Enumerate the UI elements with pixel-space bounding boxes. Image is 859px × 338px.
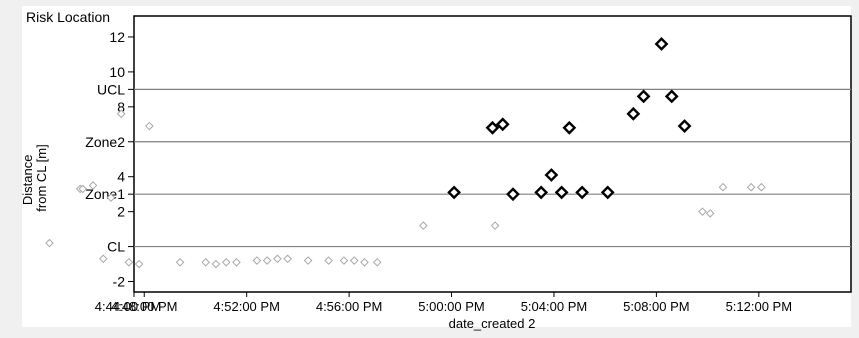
- x-tick-label: 5:00:00 PM: [418, 299, 485, 314]
- data-point: [698, 207, 707, 216]
- plot-area: [133, 15, 852, 293]
- data-point: [175, 257, 185, 267]
- y-tick-label: -2: [113, 274, 126, 290]
- flagged-point: [485, 120, 500, 135]
- data-point: [262, 256, 272, 265]
- data-point: [116, 109, 126, 119]
- data-point: [78, 184, 88, 194]
- data-point: [746, 182, 756, 192]
- data-point: [273, 254, 282, 264]
- flagged-point: [575, 185, 590, 200]
- data-point: [98, 254, 108, 264]
- flagged-point: [677, 119, 692, 133]
- data-point: [339, 256, 349, 265]
- data-point: [303, 256, 313, 265]
- x-tick-label: 4:44:00 PM: [95, 299, 162, 314]
- data-point: [718, 182, 728, 192]
- y-tick-label: UCL: [97, 81, 125, 97]
- flagged-point: [626, 106, 641, 121]
- data-point: [106, 193, 116, 202]
- flagged-point: [506, 187, 520, 202]
- data-point: [45, 238, 54, 248]
- flagged-point: [562, 120, 577, 135]
- data-point: [252, 256, 262, 265]
- y-tick-label: 10: [109, 64, 125, 80]
- y-tick-label: CL: [107, 239, 125, 255]
- flagged-point: [600, 185, 615, 200]
- data-points: [45, 37, 766, 269]
- x-axis-ticks: 4:44:00 PM4:48:00 PM 4:52:00 PM 4:56:00 PM…: [95, 292, 792, 314]
- flagged-point: [654, 37, 669, 51]
- x-tick-label: 5:12:00 PM: [726, 299, 793, 314]
- data-point: [134, 259, 144, 269]
- x-tick-label: 4:48:00 PM: [111, 299, 178, 314]
- y-tick-label: 8: [117, 99, 125, 115]
- y-axis-panel: [22, 6, 134, 282]
- data-point: [232, 257, 241, 267]
- data-point: [88, 181, 98, 190]
- y-tick-label: Zone1: [85, 186, 125, 202]
- reference-lines: [134, 88, 851, 248]
- y-tick-label: 12: [109, 29, 125, 45]
- flagged-point: [495, 117, 510, 132]
- y-tick-label: Zone2: [85, 134, 125, 150]
- y-tick-label: 4: [117, 169, 125, 185]
- flagged-point: [447, 185, 461, 200]
- x-tick-label: 4:52:00 PM: [213, 299, 280, 314]
- x-tick-label: 5:08:00 PM: [623, 299, 690, 314]
- data-point: [490, 221, 500, 230]
- chart-title: Risk Location: [26, 9, 110, 25]
- data-point: [201, 257, 211, 267]
- flagged-point: [636, 89, 651, 104]
- data-point: [372, 257, 382, 267]
- x-axis-label: date_created 2: [449, 316, 536, 331]
- y-axis-label-line-2: from CL [m]: [34, 144, 49, 211]
- data-point: [419, 221, 428, 230]
- data-point: [145, 121, 154, 131]
- data-point: [757, 182, 766, 192]
- data-point: [349, 256, 359, 265]
- data-point: [221, 257, 231, 267]
- data-point: [360, 257, 369, 267]
- data-point: [283, 254, 292, 264]
- flagged-point: [664, 89, 679, 104]
- x-tick-label: 5:04:00 PM: [521, 299, 588, 314]
- data-point: [705, 209, 715, 218]
- flagged-point: [554, 185, 569, 200]
- flagged-point: [534, 185, 549, 200]
- data-point: [211, 259, 221, 269]
- data-point: [324, 256, 333, 265]
- flagged-point: [544, 168, 559, 182]
- y-axis-label-line-1: Distance: [20, 155, 35, 206]
- data-point: [124, 257, 134, 267]
- x-tick-label: 4:56:00 PM: [316, 299, 383, 314]
- y-axis-label: Distance from CL [m]: [20, 144, 49, 211]
- y-tick-label: 2: [117, 204, 125, 220]
